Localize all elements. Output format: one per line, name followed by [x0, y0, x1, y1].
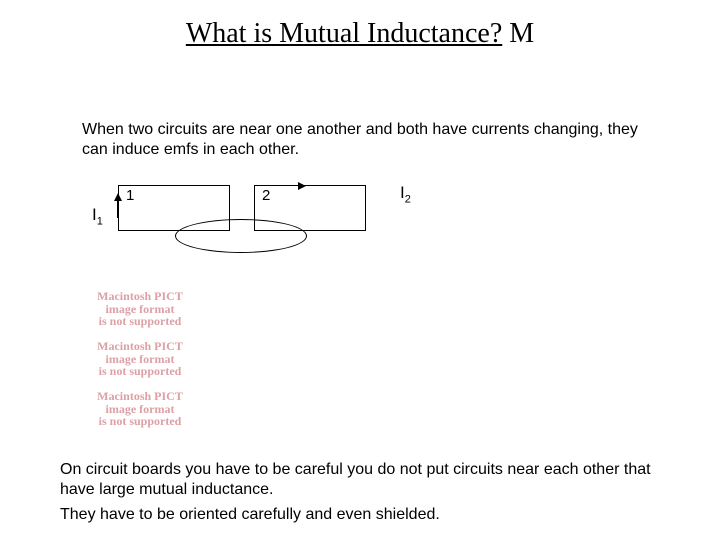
- i2-subscript: 2: [405, 193, 411, 205]
- caution-paragraph: On circuit boards you have to be careful…: [60, 460, 670, 500]
- title-block: What is Mutual Inductance? M: [0, 0, 720, 50]
- loop2-number: 2: [262, 187, 270, 204]
- mutual-inductance-diagram: 1 2 I1 I2: [80, 185, 460, 285]
- current-i1-label: I1: [92, 205, 103, 227]
- pict-placeholder-2: Macintosh PICT image format is not suppo…: [85, 340, 195, 378]
- loop1-number: 1: [126, 187, 134, 204]
- current-i2-label: I2: [400, 183, 411, 205]
- pict-line: is not supported: [85, 315, 195, 328]
- pict-line: Macintosh PICT: [85, 340, 195, 353]
- pict-line: is not supported: [85, 415, 195, 428]
- shielding-paragraph: They have to be oriented carefully and e…: [60, 505, 670, 525]
- arrow-right-icon: [298, 182, 306, 190]
- pict-line: Macintosh PICT: [85, 390, 195, 403]
- i1-subscript: 1: [97, 215, 103, 227]
- intro-paragraph: When two circuits are near one another a…: [82, 120, 642, 160]
- pict-placeholder-1: Macintosh PICT image format is not suppo…: [85, 290, 195, 328]
- page-title: What is Mutual Inductance?: [186, 18, 502, 49]
- pict-line: is not supported: [85, 365, 195, 378]
- pict-line: Macintosh PICT: [85, 290, 195, 303]
- pict-placeholder-3: Macintosh PICT image format is not suppo…: [85, 390, 195, 428]
- title-suffix: M: [502, 18, 534, 49]
- arrow-i2-stem: [270, 185, 298, 186]
- coupling-ellipse: [175, 219, 307, 253]
